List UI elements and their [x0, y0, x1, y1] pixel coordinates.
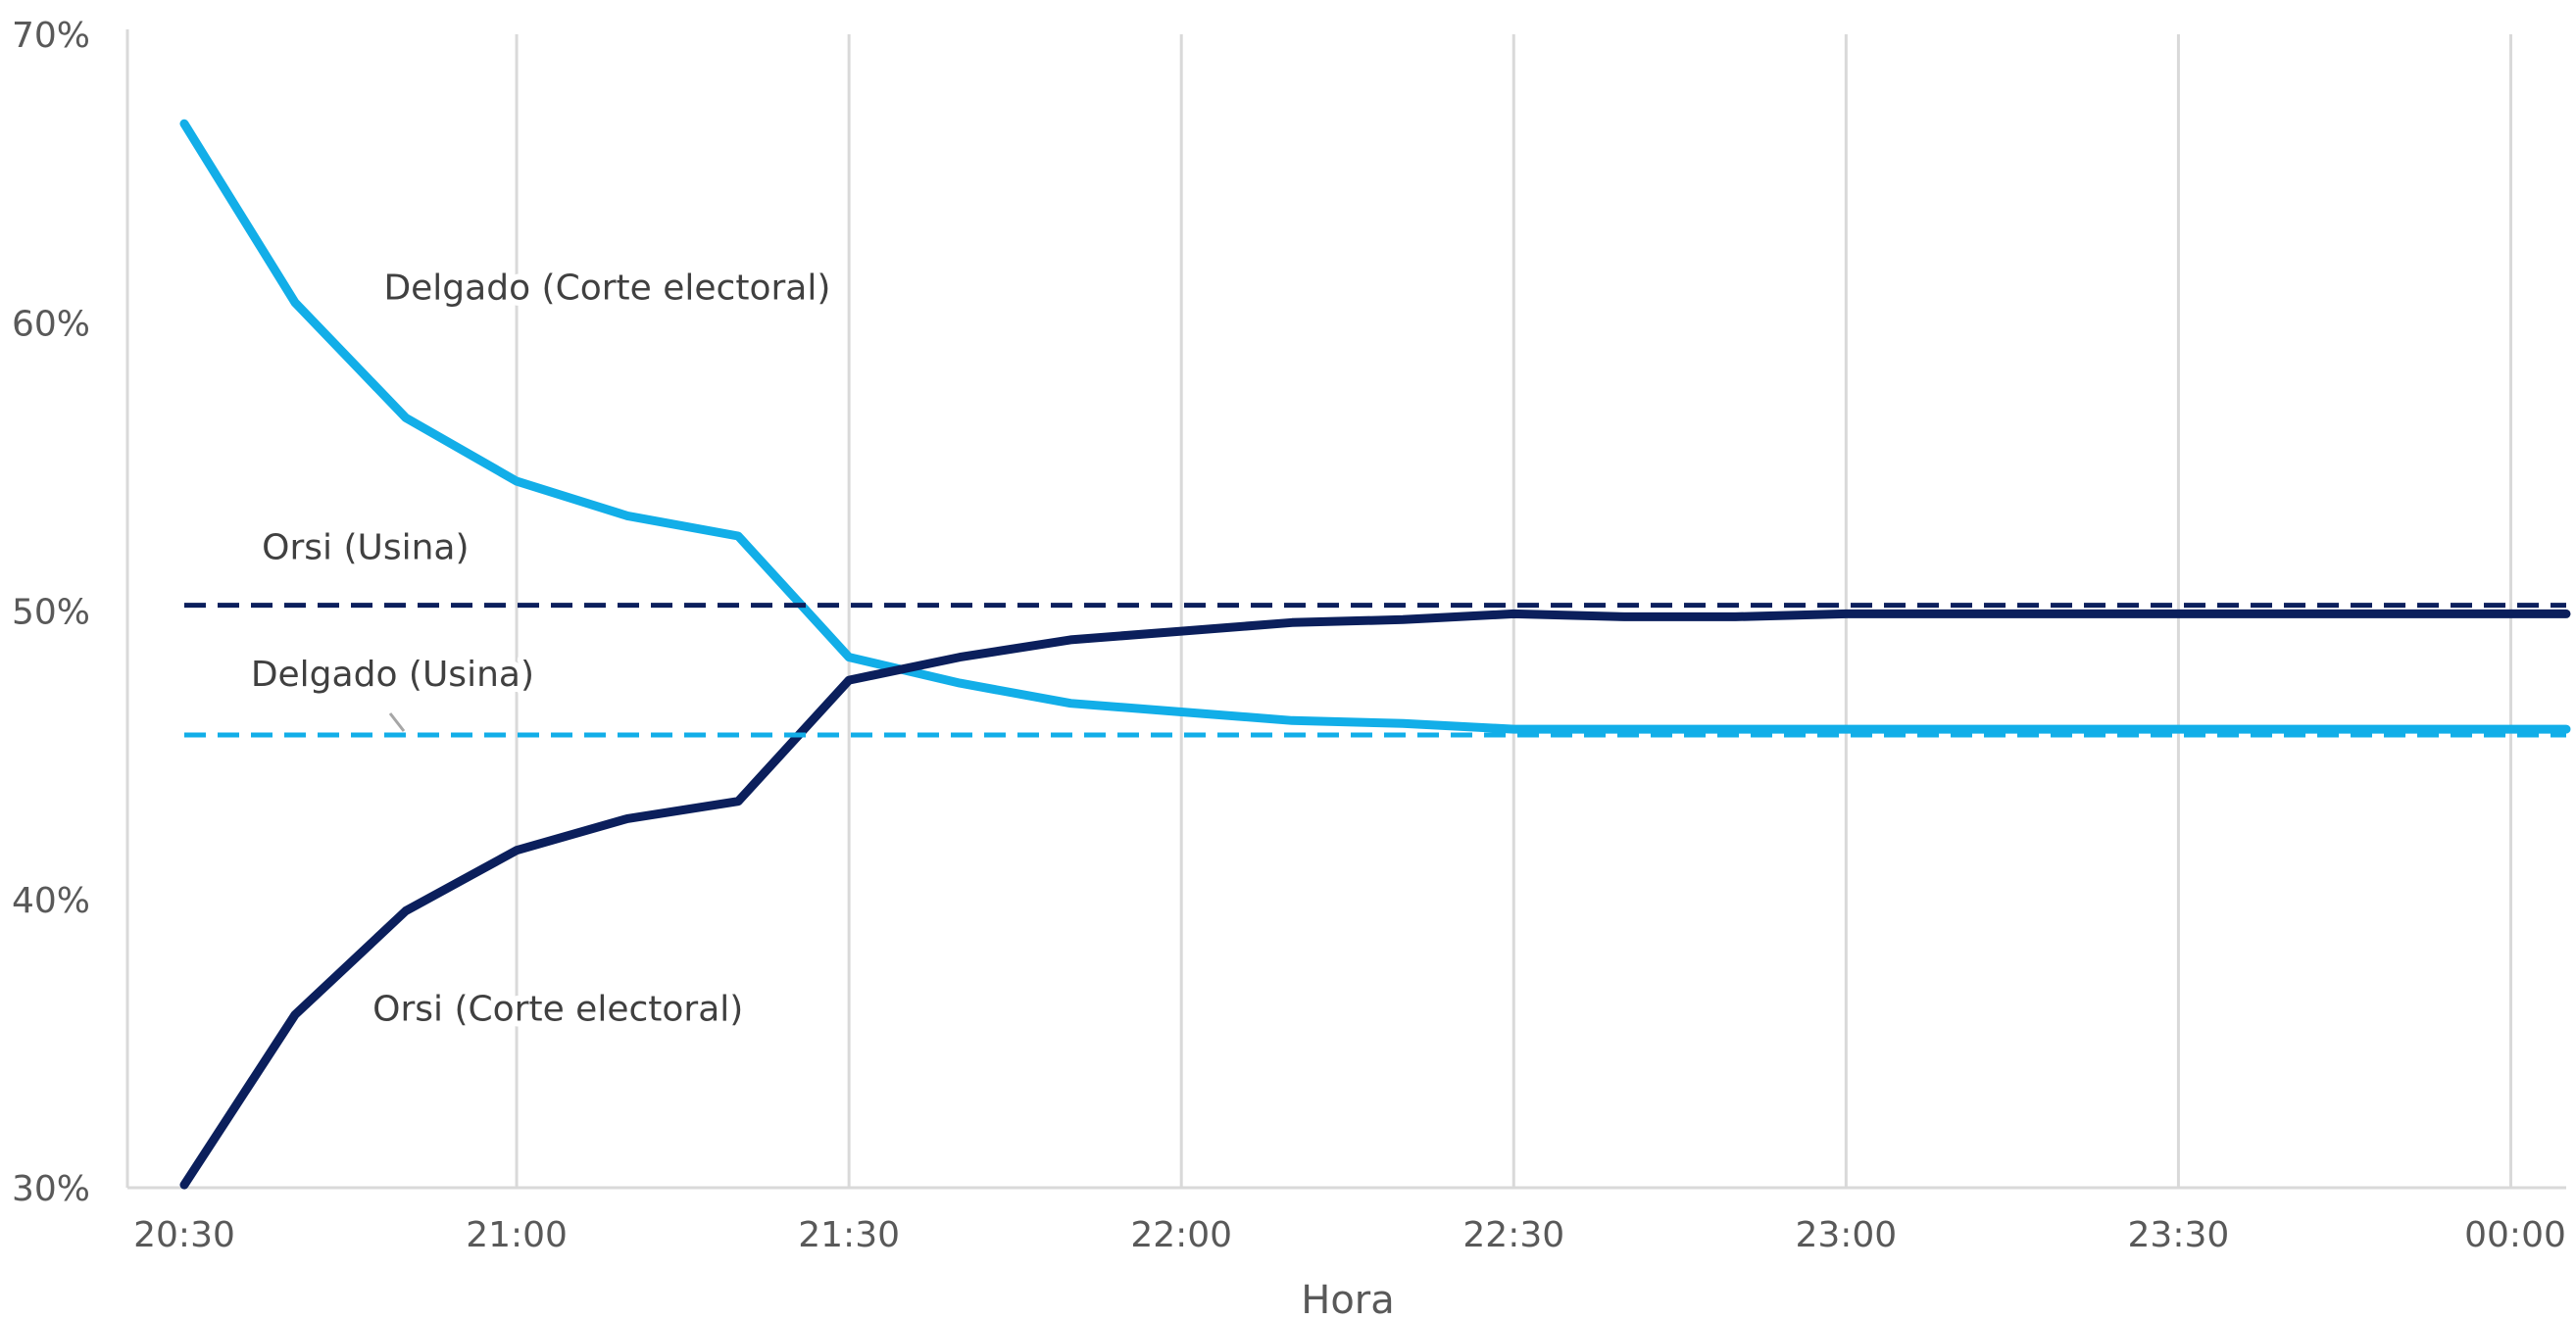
- x-tick-label: 22:30: [1462, 1215, 1564, 1255]
- x-tick-label: 00:00: [2464, 1215, 2566, 1255]
- x-tick-label: 23:00: [1795, 1215, 1897, 1255]
- x-tick-label: 23:30: [2128, 1215, 2230, 1255]
- annotation-label: Delgado (Corte electoral): [383, 269, 830, 309]
- x-tick-label: 20:30: [133, 1215, 235, 1255]
- y-tick-label: 50%: [12, 593, 90, 633]
- annotations: Delgado (Corte electoral) Orsi (Usina) Del…: [245, 263, 837, 1036]
- series-lines: [179, 119, 2571, 1190]
- axes: [125, 29, 2566, 1190]
- tick-labels: 30% 40% 50% 60% 70% 20:30 21:00 21:30 22:00 22:30…: [12, 16, 2566, 1255]
- y-tick-label: 40%: [12, 881, 90, 921]
- annotation-label: Orsi (Usina): [262, 528, 469, 568]
- series-line-delgado-corte-electoral: [179, 119, 2571, 734]
- annotation-label: Delgado (Usina): [251, 655, 534, 695]
- y-tick-label: 30%: [12, 1169, 90, 1209]
- series-line-orsi-corte-electoral: [179, 609, 2571, 1190]
- annotation-label: Orsi (Corte electoral): [372, 989, 743, 1029]
- x-tick-label: 21:00: [466, 1215, 568, 1255]
- x-tick-label: 22:00: [1130, 1215, 1232, 1255]
- y-tick-label: 60%: [12, 304, 90, 344]
- annotation-leader-line: [388, 712, 406, 732]
- x-tick-label: 21:30: [798, 1215, 900, 1255]
- y-tick-label: 70%: [12, 16, 90, 56]
- x-axis-title: Hora: [1301, 1278, 1395, 1320]
